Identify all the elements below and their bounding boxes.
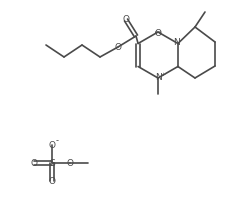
Text: O: O — [114, 42, 121, 51]
Text: O: O — [155, 28, 162, 37]
Text: +: + — [160, 71, 166, 76]
Text: O: O — [48, 140, 55, 149]
Text: O: O — [30, 158, 37, 167]
Text: S: S — [49, 158, 55, 167]
Text: O: O — [48, 176, 55, 186]
Text: N: N — [174, 38, 180, 47]
Text: O: O — [122, 15, 130, 24]
Text: O: O — [66, 158, 73, 167]
Text: -: - — [55, 136, 59, 145]
Text: N: N — [155, 74, 161, 83]
